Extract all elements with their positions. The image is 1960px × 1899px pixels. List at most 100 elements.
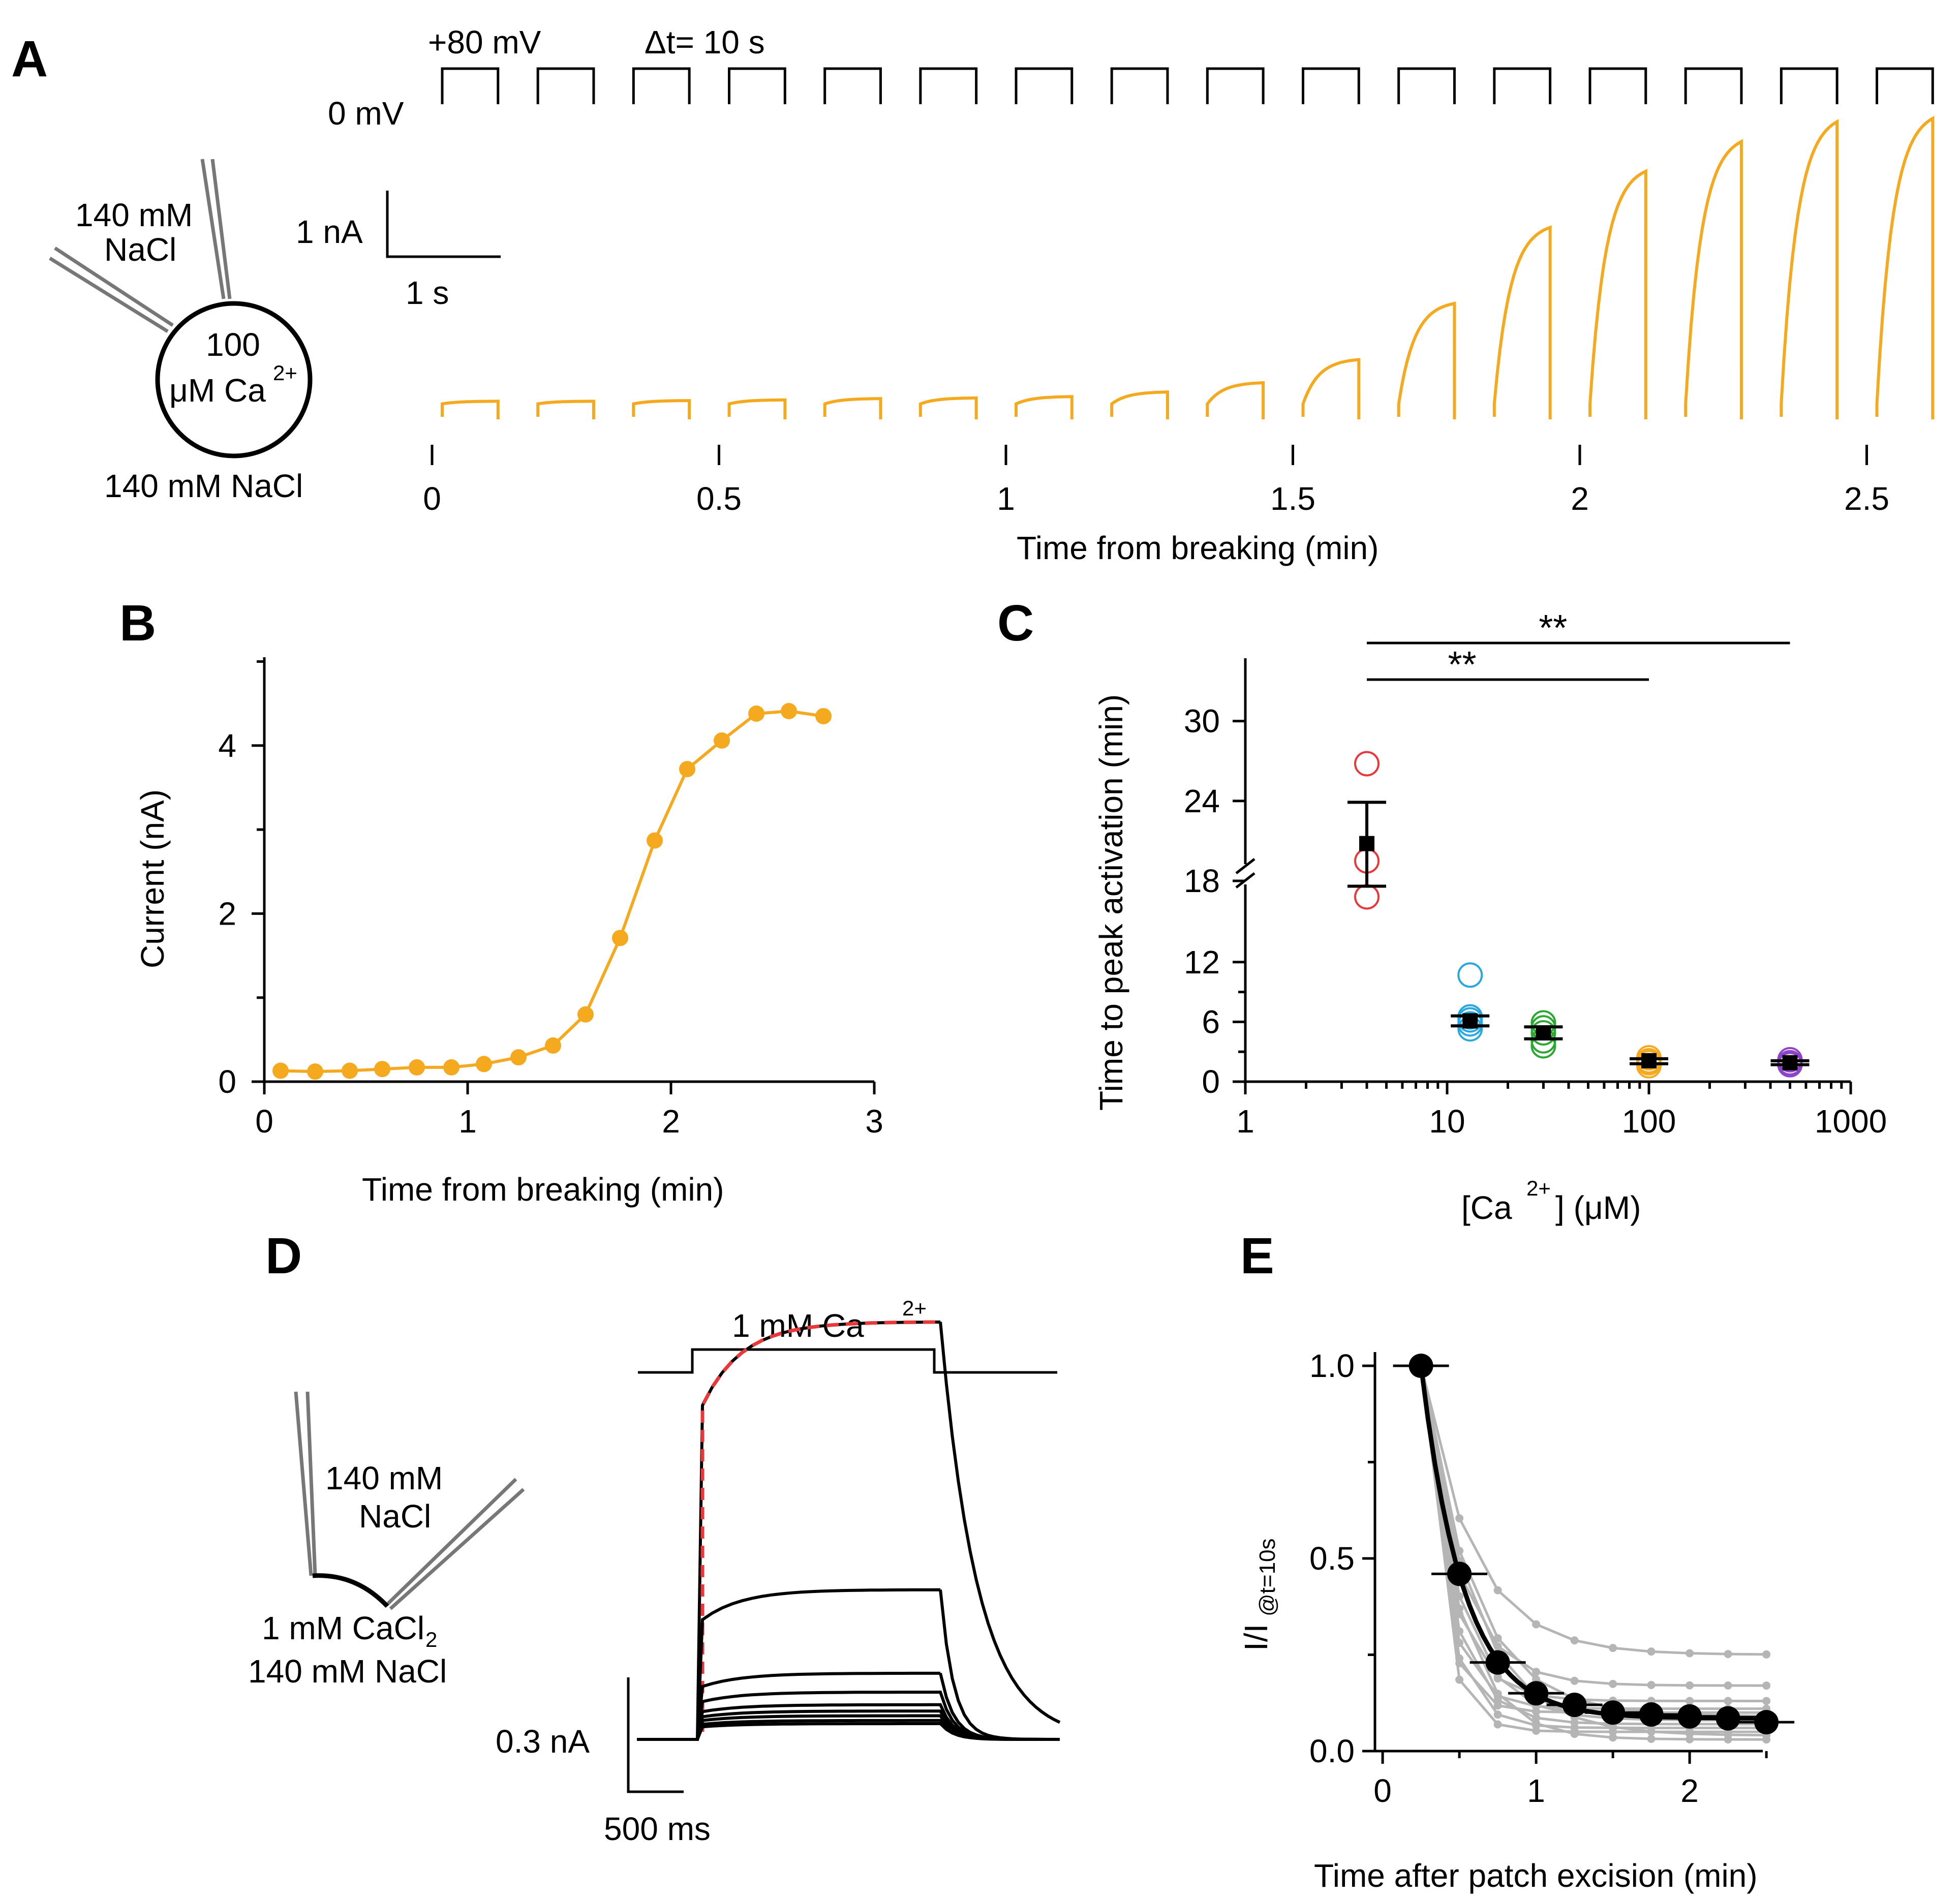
x-tick-label-c: 1 [1236,1103,1254,1140]
mean-point-e [1485,1650,1510,1675]
data-point-b [443,1059,460,1076]
pipette-solution-line1: 140 mM [75,197,193,233]
protocol-pulse [1397,67,1456,104]
protocol-pulse [823,67,882,104]
panel-label-a: A [11,30,48,87]
x-tick-label-c: 100 [1622,1103,1676,1140]
individual-point-e [1570,1730,1579,1738]
current-sweep [1588,169,1647,420]
protocol-pulse [536,67,595,104]
x-axis-label-c-tail: ] (μM) [1555,1189,1641,1226]
scale-time-a: 1 s [406,274,449,311]
y-axis-label-b: Current (nA) [134,789,171,968]
current-sweep [1301,358,1361,420]
voltage-protocol [441,67,1934,104]
mean-point-e [1677,1704,1702,1729]
individual-point-e [1647,1727,1656,1736]
individual-point-e [1609,1679,1617,1688]
data-point-b [476,1056,492,1073]
y-tick-label-e: 0.0 [1309,1733,1355,1769]
data-point-c [1354,884,1380,910]
protocol-pulse [441,67,500,104]
individual-point-e [1686,1735,1694,1743]
individual-point-e [1455,1514,1464,1522]
individual-point-e [1455,1675,1464,1684]
cell-solution-line1: 100 [206,326,260,363]
y-axis-label-c: Time to peak activation (min) [1093,694,1129,1111]
panel-label-e: E [1240,1228,1274,1284]
cell-schematic-a: 140 mM NaCl 100 μM Ca 2+ 140 mM NaCl [49,159,313,504]
protocol-pulse [1110,67,1169,104]
x-axis-label-c: [Ca [1461,1189,1512,1226]
current-sweep [1015,395,1074,420]
plot-e [1393,1354,1795,1744]
individual-point-e [1609,1733,1617,1742]
plot-c: ** ** [1348,608,1810,1079]
individual-point-e [1532,1719,1541,1728]
individual-point-e [1570,1676,1579,1685]
individual-point-e [1724,1681,1732,1690]
individual-point-e [1609,1644,1617,1652]
y-tick-label-b: 4 [218,727,236,764]
y-tick-label-b: 2 [218,895,236,932]
individual-point-e [1493,1586,1502,1595]
panel-label-d: D [265,1228,302,1284]
scale-bar-a [386,191,501,258]
ticks-e: 0 1 2 0.0 0.5 1.0 [1309,1347,1768,1809]
protocol-pulse [919,67,978,104]
protocol-pulse [1206,67,1265,104]
x-tick-label-e: 2 [1680,1772,1699,1809]
panel-label-b: B [119,595,156,652]
individual-point-e [1647,1734,1656,1743]
current-sweep [441,400,500,420]
ticks-b: 0 1 2 3 0 2 4 [218,660,883,1140]
protocol-pulse [1302,67,1360,104]
data-point-b [815,708,832,724]
individual-point-e [1724,1650,1732,1659]
mean-point-e [1716,1706,1740,1731]
mean-marker-c [1536,1025,1551,1040]
mean-marker-c [1641,1053,1657,1068]
current-sweep [1206,381,1265,420]
individual-point-e [1493,1672,1502,1681]
x-tick-label-e: 0 [1373,1772,1392,1809]
mean-point-e [1408,1354,1433,1378]
data-point-b [342,1062,358,1079]
individual-trace-e [1420,1365,1767,1733]
pipette-d2 [385,1478,525,1610]
bath-solution-d1: 1 mM CaCl [262,1610,424,1646]
pipette-1 [200,159,232,299]
x-tick-label-a: 2 [1571,480,1589,517]
data-point-b [374,1061,390,1078]
y-tick-label-e: 0.5 [1309,1540,1355,1577]
individual-point-e [1493,1634,1502,1642]
individual-point-e [1686,1697,1694,1705]
fit-curve-d [700,1320,941,1732]
individual-point-e [1686,1649,1694,1658]
y-tick-label-c: 18 [1184,863,1220,899]
significance-label: ** [1539,608,1567,649]
membrane-patch [312,1573,389,1608]
protocol-pulse [1015,67,1074,104]
individual-trace-e [1420,1365,1767,1718]
x-tick-label-c: 10 [1429,1103,1465,1140]
y-tick-label-c: 0 [1202,1063,1220,1100]
individual-point-e [1455,1604,1464,1613]
protocol-pulse [1588,67,1647,104]
individual-point-e [1762,1650,1771,1659]
x-axis-a: 0 0.5 1 1.5 2 2.5 Time from breaking (min) [423,445,1889,566]
data-point-b [307,1063,323,1080]
x-tick-label-e: 1 [1527,1772,1545,1809]
x-tick-label-b: 0 [255,1103,273,1140]
current-trace-d [637,1722,1060,1741]
pipette-solution-d2: NaCl [359,1498,431,1535]
scale-current-d: 0.3 nA [496,1723,590,1760]
data-point-c [1354,751,1380,777]
stimulus-label-d-sup: 2+ [902,1296,927,1320]
pipette-d1 [294,1391,317,1576]
mean-point-e [1447,1561,1472,1586]
data-point-b [510,1049,527,1066]
current-sweep [918,396,978,420]
scale-bar-d [627,1677,684,1793]
individual-trace-e [1420,1365,1767,1729]
